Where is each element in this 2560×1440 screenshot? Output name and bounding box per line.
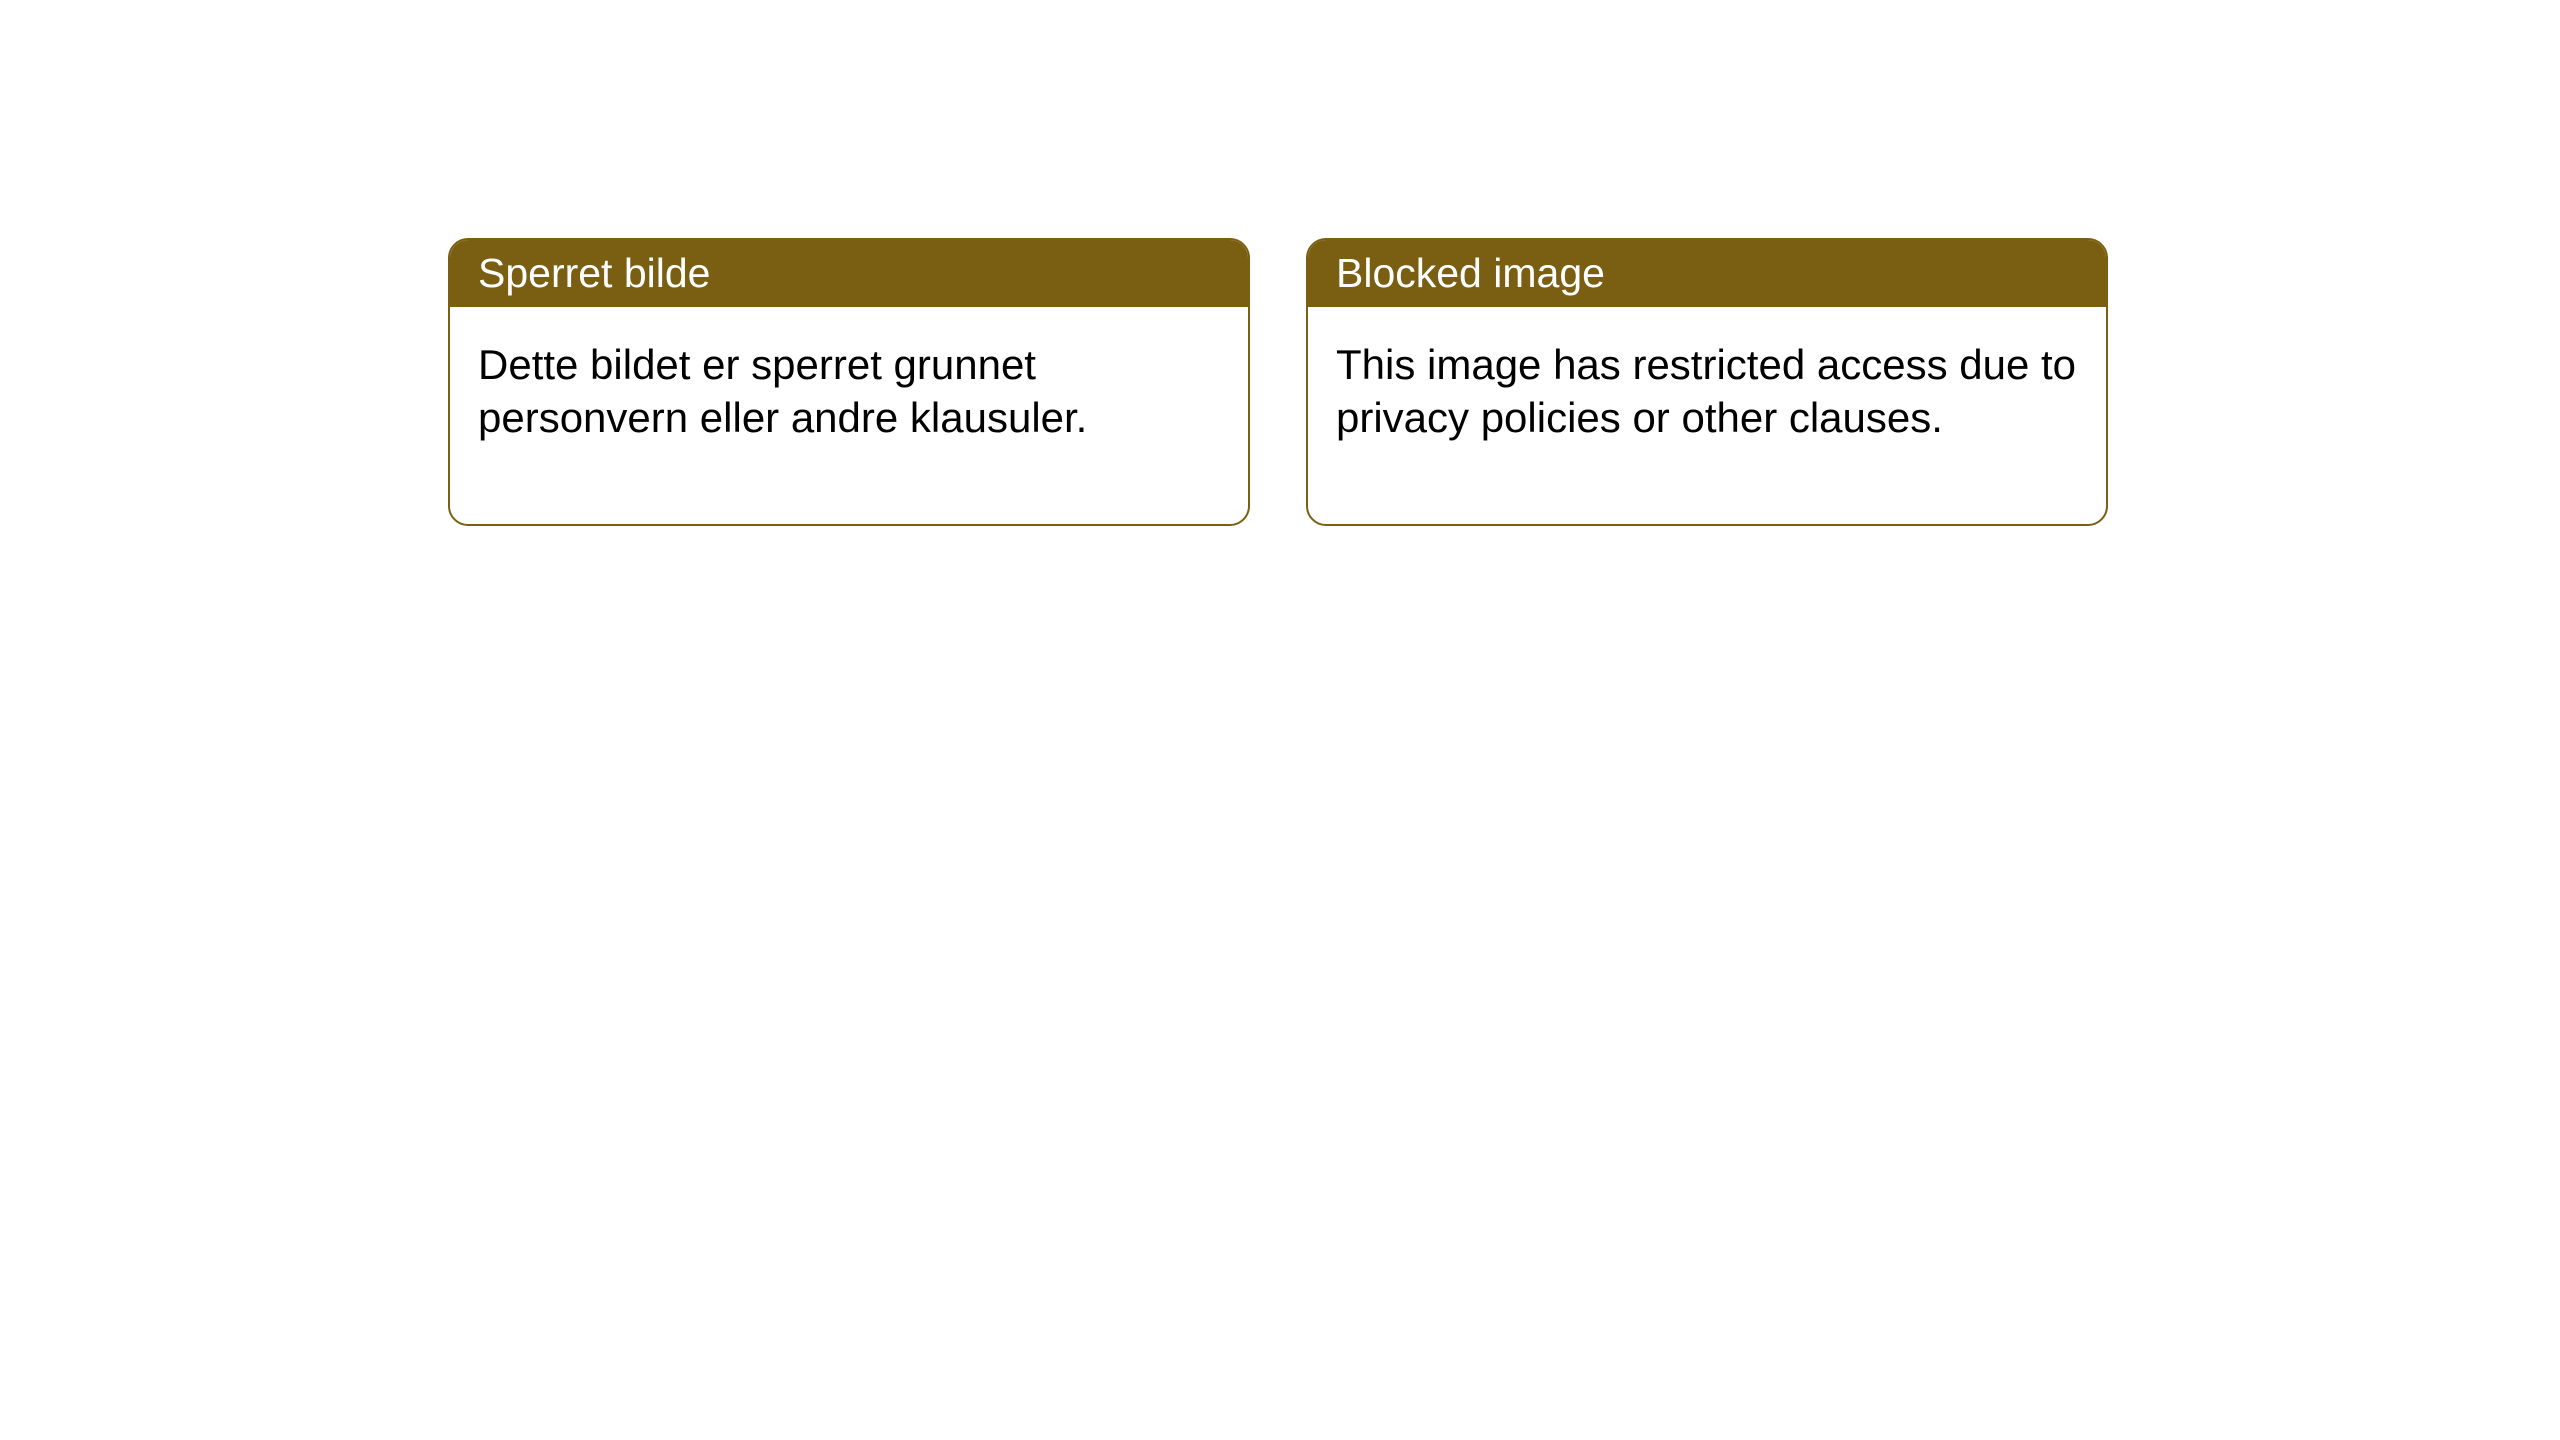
notice-body: Dette bildet er sperret grunnet personve… [450,307,1248,524]
notice-title: Blocked image [1308,240,2106,307]
notice-body: This image has restricted access due to … [1308,307,2106,524]
notice-card-norwegian: Sperret bilde Dette bildet er sperret gr… [448,238,1250,526]
notice-card-english: Blocked image This image has restricted … [1306,238,2108,526]
notice-title: Sperret bilde [450,240,1248,307]
notice-container: Sperret bilde Dette bildet er sperret gr… [0,0,2560,526]
